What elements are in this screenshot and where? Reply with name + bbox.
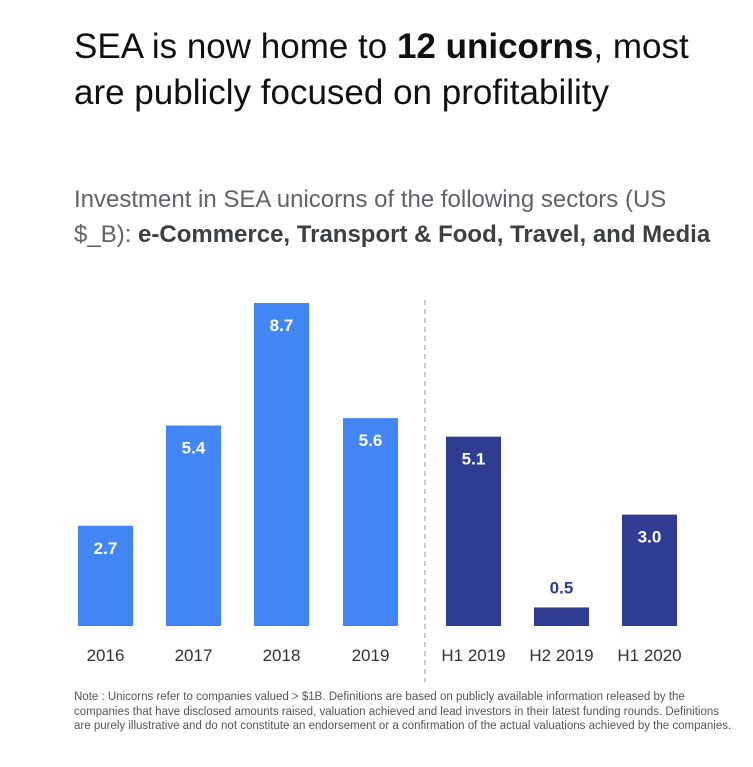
subtitle-text: Investment in SEA unicorns of the follow… [74,186,667,248]
x-tick-label: H1 2019 [441,646,505,665]
x-tick-label: 2018 [263,646,301,665]
chart-subtitle: Investment in SEA unicorns of the follow… [74,182,714,252]
title-text: SEA is now home to [74,27,397,66]
x-tick-label: 2016 [87,646,125,665]
data-label: 5.1 [462,450,486,469]
x-tick-label: H2 2019 [529,646,593,665]
x-tick-label: 2017 [175,646,213,665]
data-label: 3.0 [638,528,662,547]
bar-2016 [78,525,133,626]
bar-chart: 2.7 2016 5.4 2017 8.7 2018 5.6 2019 5.1 H1 2019 0.… [78,300,682,682]
bar-h1-2020 [622,514,677,626]
bar-2017 [166,425,221,626]
data-label: 0.5 [550,578,574,597]
data-label: 8.7 [270,316,294,335]
bar-2018 [254,303,309,626]
data-label: 5.4 [182,439,206,458]
footnote: Note : Unicorns refer to companies value… [74,691,732,732]
x-tick-label: H1 2020 [617,646,681,665]
title-highlight: 12 unicorns [396,27,594,66]
data-label: 2.7 [94,539,118,558]
subtitle-sectors: e-Commerce, Transport & Food, Travel, an… [138,221,711,248]
data-label: 5.6 [359,431,383,450]
chart-title: SEA is now home to 12 unicorns, most are… [74,24,714,116]
title-text-end: , most are publicly focused on profitabi… [74,27,689,112]
bar-h1-2019 [446,436,501,626]
x-tick-label: 2019 [352,646,390,665]
bar-h2-2019 [534,607,589,626]
bar-2019 [343,418,398,626]
